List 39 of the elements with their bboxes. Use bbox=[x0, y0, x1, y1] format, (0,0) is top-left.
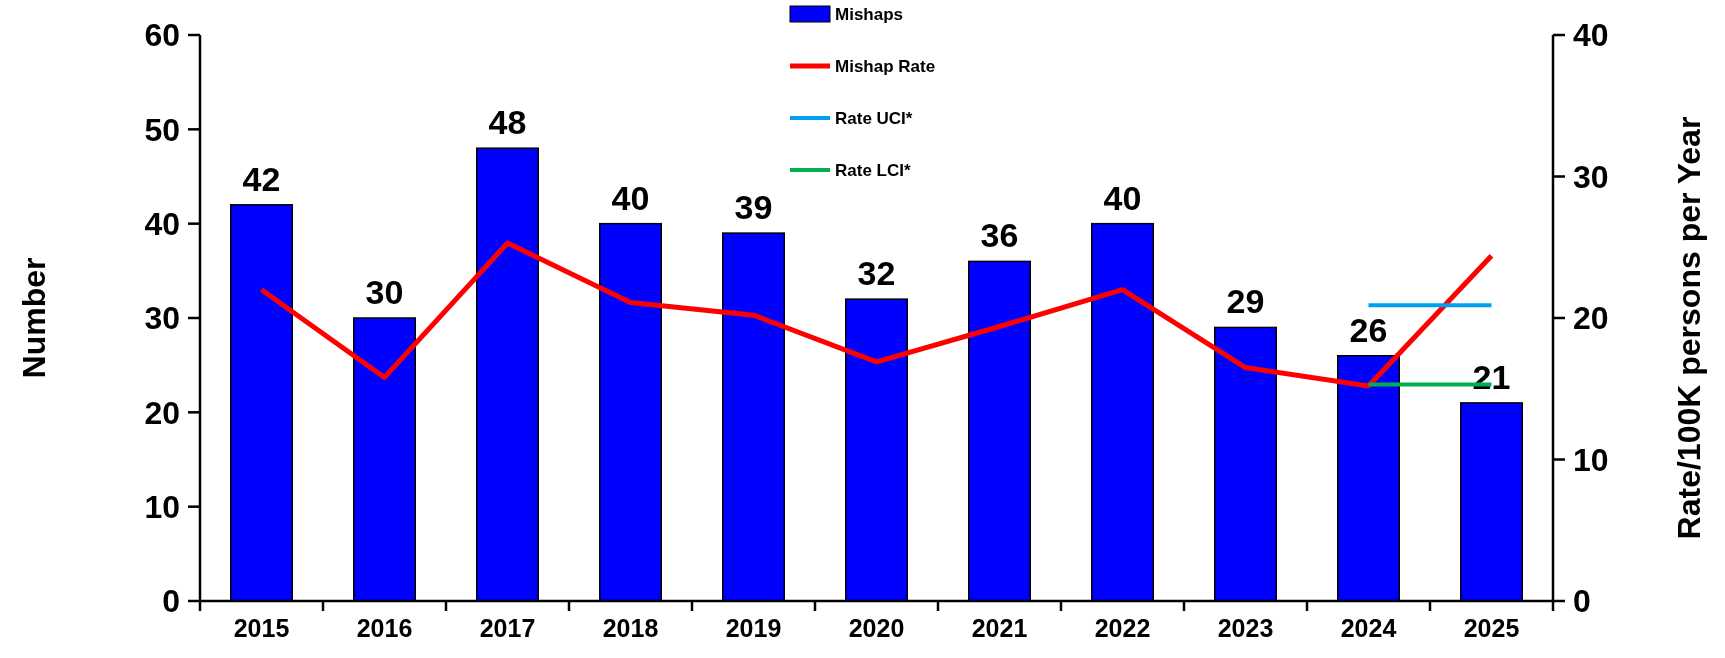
y-tick-label: 20 bbox=[144, 394, 180, 431]
data-label: 39 bbox=[734, 188, 773, 227]
x-tick-label: 2024 bbox=[1340, 614, 1397, 642]
x-tick-label: 2015 bbox=[233, 614, 290, 642]
legend-label: Rate LCI* bbox=[835, 160, 911, 180]
x-tick-label: 2023 bbox=[1217, 614, 1274, 642]
data-label: 40 bbox=[611, 178, 650, 217]
y2-tick-label: 40 bbox=[1573, 17, 1609, 54]
data-label: 40 bbox=[1103, 178, 1142, 217]
data-label: 30 bbox=[365, 273, 404, 311]
y2-tick-label: 10 bbox=[1573, 441, 1609, 478]
y2-tick-label: 30 bbox=[1573, 158, 1609, 195]
y-tick-label: 10 bbox=[144, 488, 180, 525]
legend-label: Rate UCI* bbox=[835, 108, 913, 128]
data-label: 26 bbox=[1349, 310, 1388, 349]
x-tick-label: 2017 bbox=[479, 614, 536, 642]
data-label: 32 bbox=[857, 254, 896, 293]
data-label: 42 bbox=[242, 159, 281, 198]
legend-label: Mishap Rate bbox=[835, 56, 936, 76]
y-tick-label: 30 bbox=[144, 300, 180, 337]
y2-tick-label: 0 bbox=[1573, 583, 1591, 620]
x-tick-label: 2016 bbox=[356, 614, 413, 642]
data-label: 36 bbox=[980, 216, 1019, 255]
y2-tick-label: 20 bbox=[1573, 300, 1609, 337]
x-tick-label: 2021 bbox=[971, 614, 1028, 642]
y2-axis-title: Rate/100K persons per Year bbox=[1671, 116, 1707, 540]
x-tick-label: 2025 bbox=[1463, 614, 1520, 642]
data-label: 48 bbox=[488, 103, 527, 142]
y-tick-label: 0 bbox=[162, 583, 180, 620]
y-axis-title: Number bbox=[16, 257, 52, 379]
x-tick-label: 2022 bbox=[1094, 614, 1151, 642]
y-tick-label: 50 bbox=[144, 111, 180, 148]
x-tick-label: 2019 bbox=[725, 614, 782, 642]
y-tick-label: 60 bbox=[144, 17, 180, 54]
data-label: 29 bbox=[1226, 282, 1265, 321]
x-tick-label: 2020 bbox=[848, 614, 905, 642]
y-tick-label: 40 bbox=[144, 205, 180, 242]
legend-label: Mishaps bbox=[835, 4, 904, 24]
x-tick-label: 2018 bbox=[602, 614, 659, 642]
